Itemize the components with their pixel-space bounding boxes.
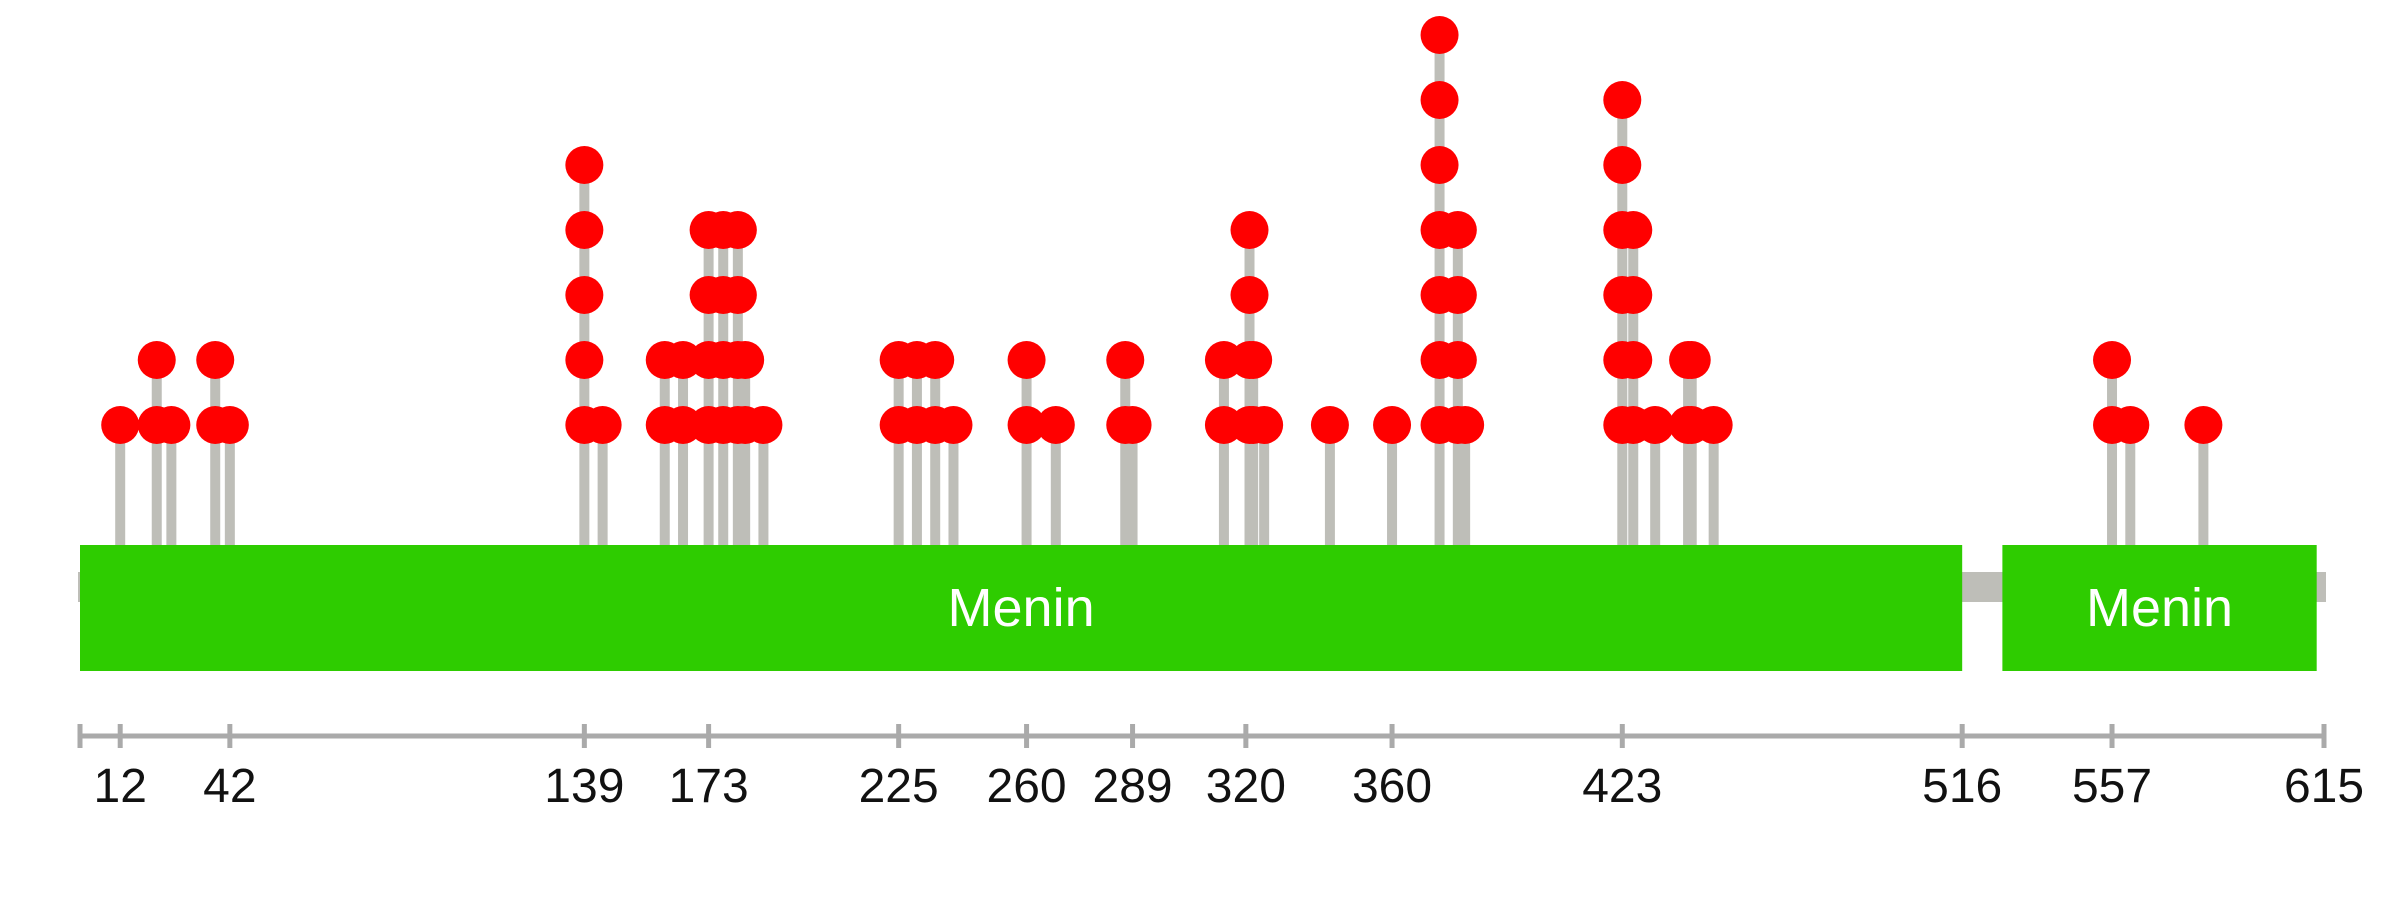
mutation-dot <box>1245 406 1284 444</box>
mutation-dot <box>1420 16 1459 54</box>
mutation-dot <box>1007 341 1046 379</box>
tick-label: 225 <box>859 760 939 813</box>
mutation-dot <box>1672 341 1711 379</box>
mutation-dot <box>1106 341 1145 379</box>
mutation-dot <box>1230 276 1269 314</box>
mutation-dot <box>565 276 604 314</box>
mutation-dot <box>1113 406 1152 444</box>
mutation-dot <box>565 341 604 379</box>
mutation-dot <box>152 406 191 444</box>
mutation-dot <box>2111 406 2150 444</box>
tick-label: 615 <box>2284 760 2364 813</box>
tick-label: 260 <box>987 760 1067 813</box>
mutation-dot <box>1603 81 1642 119</box>
mutation-dot <box>934 406 973 444</box>
mutation-dot <box>101 406 140 444</box>
mutation-dot <box>2093 341 2132 379</box>
mutation-dot <box>1614 211 1653 249</box>
mutation-dot <box>1420 81 1459 119</box>
mutation-dot <box>1007 406 1046 444</box>
mutation-dot <box>210 406 249 444</box>
stems-layer <box>115 35 2209 545</box>
mutation-dot <box>565 211 604 249</box>
mutation-dot <box>2184 406 2223 444</box>
x-axis: 12 42 139 173 225 260 289 320 360 423 516 557 615 <box>77 724 2364 813</box>
mutation-dot <box>1234 341 1273 379</box>
mutation-dot <box>565 146 604 184</box>
mutation-dot <box>1614 276 1653 314</box>
domains-layer: Menin Menin <box>80 545 2317 671</box>
tick-label: 320 <box>1206 760 1286 813</box>
mutation-dot <box>1310 406 1349 444</box>
tick-label: 173 <box>669 760 749 813</box>
dots-layer <box>101 16 2223 444</box>
domain-label: Menin <box>948 578 1095 638</box>
tick-label: 360 <box>1352 760 1432 813</box>
mutation-dot <box>1438 211 1477 249</box>
tick-label: 12 <box>94 760 147 813</box>
mutation-dot <box>137 341 176 379</box>
tick-label: 557 <box>2072 760 2152 813</box>
mutation-dot <box>1373 406 1412 444</box>
tick-label: 289 <box>1093 760 1173 813</box>
tick-label: 42 <box>203 760 256 813</box>
mutation-dot <box>1438 276 1477 314</box>
domain-label: Menin <box>2086 578 2233 638</box>
mutation-dot <box>718 211 757 249</box>
mutation-dot <box>1636 406 1675 444</box>
mutation-dot <box>744 406 783 444</box>
tick-label: 423 <box>1582 760 1662 813</box>
domain-box <box>80 545 1963 671</box>
mutation-dot <box>1420 146 1459 184</box>
tick-label: 139 <box>544 760 624 813</box>
mutation-dot <box>196 341 235 379</box>
mutation-dot <box>1694 406 1733 444</box>
mutation-dot <box>1036 406 1075 444</box>
mutation-dot <box>1614 341 1653 379</box>
mutation-dot <box>1603 146 1642 184</box>
tick-label: 516 <box>1922 760 2002 813</box>
mutation-dot <box>1230 211 1269 249</box>
mutation-dot <box>1446 406 1485 444</box>
mutation-dot <box>726 341 765 379</box>
domain-box <box>2002 545 2317 671</box>
mutation-dot <box>718 276 757 314</box>
mutation-dot <box>1438 341 1477 379</box>
mutation-dot <box>583 406 622 444</box>
mutation-dot <box>916 341 955 379</box>
